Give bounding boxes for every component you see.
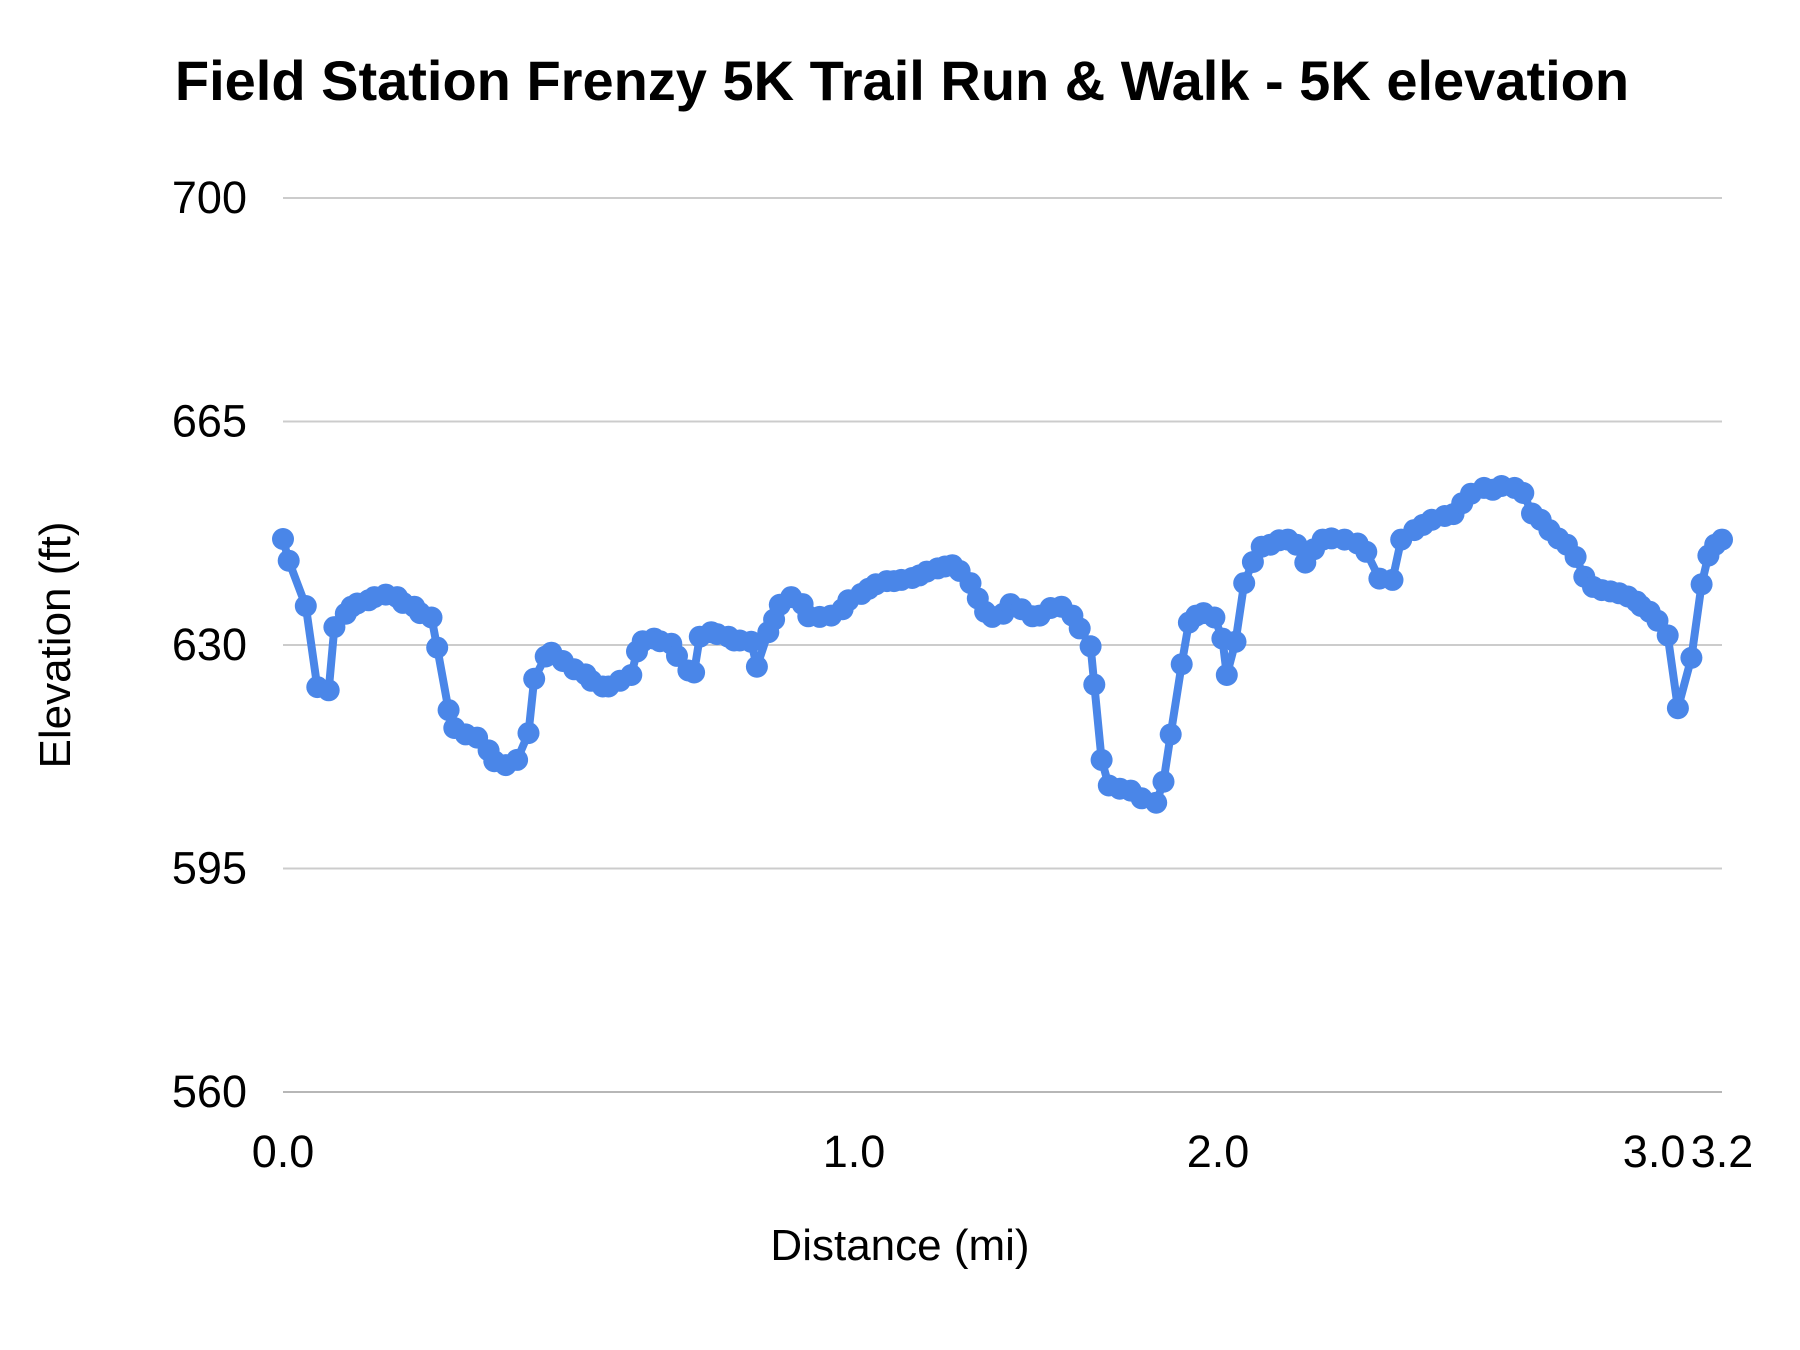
x-tick-label: 0.0 — [252, 1126, 315, 1177]
y-tick-labels: 700 665 630 595 560 — [172, 172, 247, 1117]
x-tick-labels: 0.0 1.0 2.0 3.0 3.2 — [252, 1126, 1754, 1177]
data-point-marker — [620, 664, 643, 686]
data-point-marker — [683, 661, 706, 684]
data-point-marker — [1355, 540, 1378, 563]
y-axis-title: Elevation (ft) — [31, 522, 80, 769]
data-point-marker — [1690, 573, 1713, 596]
data-point-marker — [1711, 528, 1733, 551]
y-tick-label: 560 — [172, 1066, 247, 1117]
x-tick-label: 3.0 — [1623, 1126, 1686, 1177]
data-point-marker — [277, 549, 300, 572]
data-point-marker — [517, 722, 540, 745]
data-point-marker — [272, 528, 294, 550]
chart-title: Field Station Frenzy 5K Trail Run & Walk… — [175, 49, 1629, 112]
data-point-marker — [1083, 673, 1106, 696]
data-point-marker — [1656, 624, 1679, 647]
y-tick-label: 665 — [172, 396, 247, 447]
data-point-marker — [1152, 770, 1175, 793]
data-point-marker — [1145, 791, 1168, 814]
gridlines — [283, 197, 1722, 1093]
data-point-marker — [1233, 572, 1256, 595]
data-point-marker — [1285, 533, 1308, 556]
data-point-marker — [1564, 545, 1587, 568]
series-elevation — [272, 475, 1733, 814]
data-point-marker — [740, 630, 763, 653]
data-point-marker — [317, 679, 340, 702]
data-point-marker — [745, 655, 768, 678]
data-point-marker — [1666, 697, 1689, 720]
data-point-marker — [523, 667, 546, 690]
data-point-marker — [426, 636, 449, 659]
x-tick-label: 1.0 — [823, 1126, 886, 1177]
data-point-marker — [437, 699, 460, 722]
data-point-marker — [506, 748, 529, 771]
data-point-marker — [1079, 635, 1102, 658]
data-point-marker — [1170, 653, 1193, 676]
data-point-marker — [1203, 606, 1226, 629]
data-point-marker — [1090, 748, 1113, 771]
x-axis-title: Distance (mi) — [770, 1221, 1029, 1270]
y-tick-label: 630 — [172, 619, 247, 670]
data-point-marker — [294, 595, 317, 617]
x-tick-label: 2.0 — [1187, 1126, 1250, 1177]
data-point-marker — [1680, 646, 1703, 669]
data-point-marker — [420, 606, 443, 629]
data-point-marker — [1159, 723, 1182, 746]
y-tick-label: 595 — [172, 843, 247, 894]
data-point-marker — [1215, 664, 1238, 686]
data-point-marker — [1512, 482, 1535, 504]
data-point-marker — [1381, 568, 1404, 591]
data-point-marker — [1224, 630, 1247, 653]
data-point-marker — [1068, 617, 1091, 640]
y-tick-label: 700 — [172, 172, 247, 223]
x-tick-label: 3.2 — [1691, 1126, 1754, 1177]
